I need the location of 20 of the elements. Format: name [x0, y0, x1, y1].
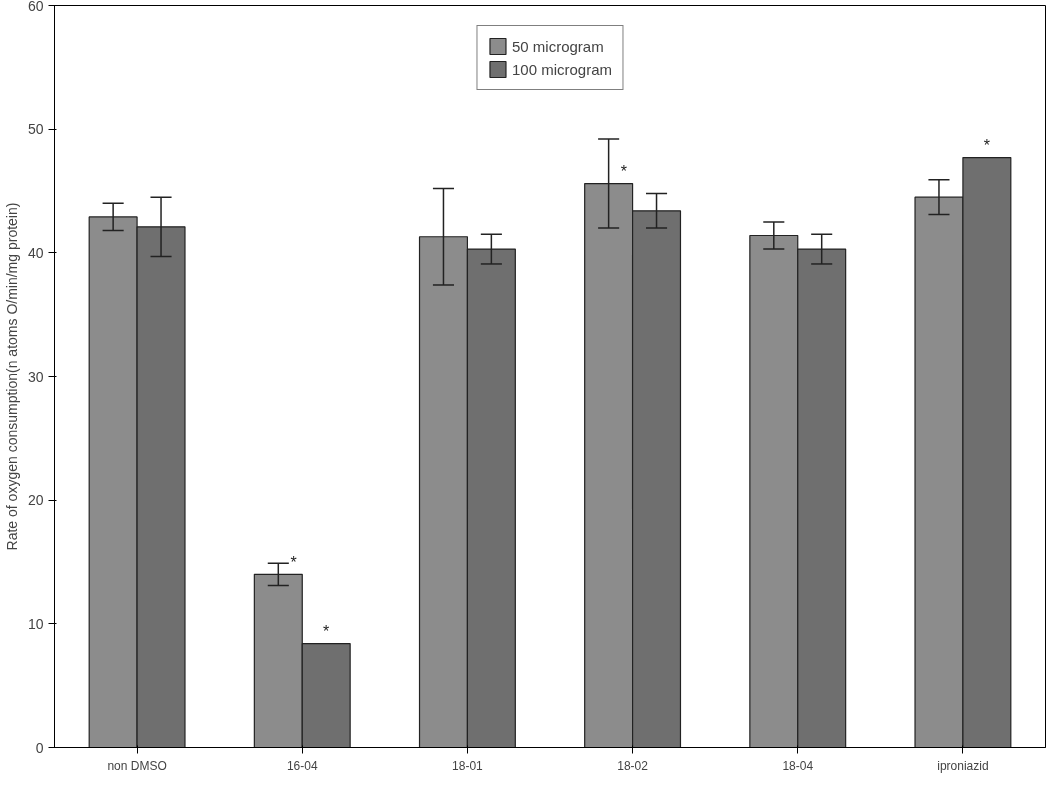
legend-label: 50 microgram	[511, 37, 604, 55]
y-tick-label: 50	[27, 121, 44, 138]
x-tick-label: 18-04	[782, 758, 814, 773]
y-tick-label: 40	[27, 244, 44, 261]
x-tick-label: 18-02	[617, 758, 649, 773]
y-tick-label: 10	[27, 615, 44, 632]
y-tick-label: 60	[27, 0, 44, 14]
x-tick-label: 16-04	[286, 758, 318, 773]
y-axis-title: Rate of oxygen consumption(n atoms O/min/mg protein)	[3, 202, 20, 551]
annotation: *	[323, 623, 330, 641]
x-tick-label: non DMSO	[107, 758, 167, 773]
x-tick-label: 18-01	[452, 758, 484, 773]
x-tick-label: iproniazid	[937, 758, 989, 773]
y-tick-label: 30	[27, 368, 44, 385]
y-tick-label: 20	[27, 492, 44, 509]
annotation: *	[983, 137, 990, 155]
legend-label: 100 microgram	[511, 60, 613, 78]
y-tick-label: 0	[35, 739, 44, 756]
annotation: *	[620, 163, 628, 181]
annotation: *	[290, 553, 297, 571]
